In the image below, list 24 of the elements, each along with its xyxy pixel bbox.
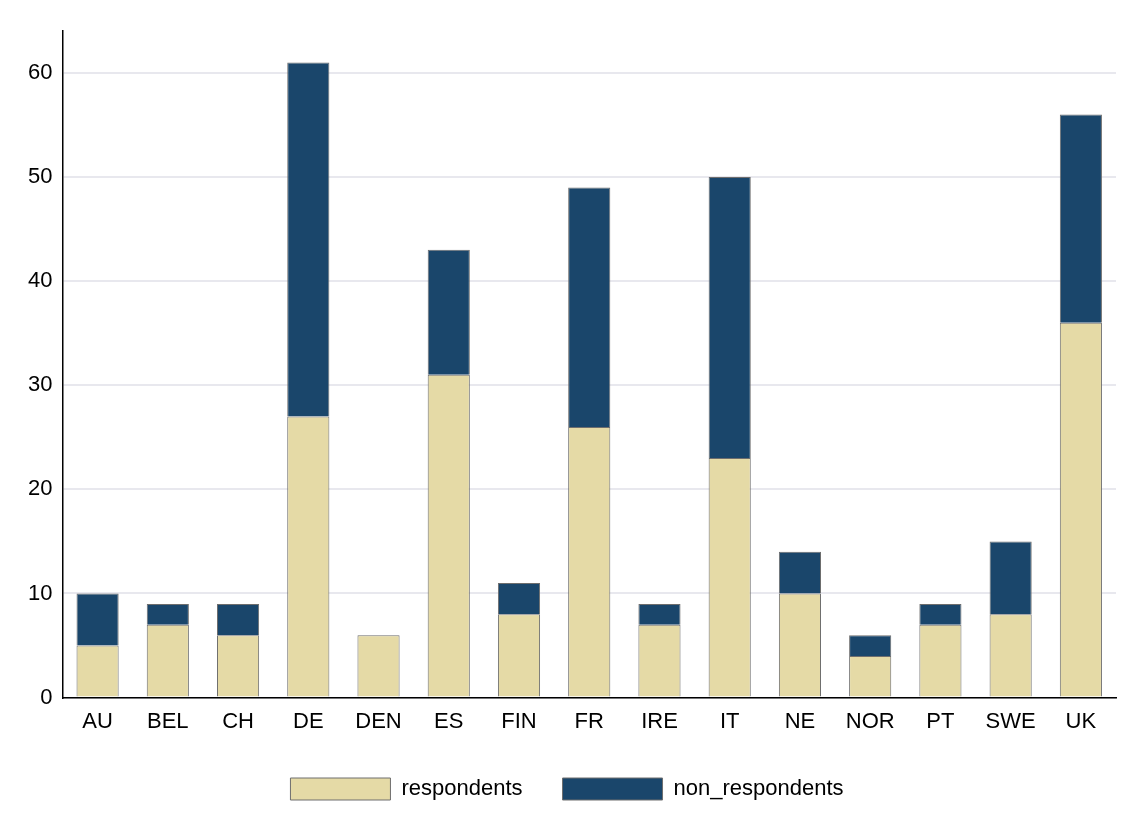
y-tick-label: 60 bbox=[27, 58, 53, 84]
y-tick-label: 40 bbox=[27, 267, 53, 293]
x-tick-label: FIN bbox=[501, 707, 537, 733]
x-tick-label: BEL bbox=[147, 707, 189, 733]
x-tick-label: IT bbox=[719, 707, 740, 733]
x-tick-label: NOR bbox=[845, 707, 895, 733]
x-tick-label: UK bbox=[1065, 707, 1097, 733]
y-tick-label: 20 bbox=[27, 475, 53, 501]
x-tick-label: AU bbox=[82, 707, 113, 733]
legend-label: non_respondents bbox=[673, 775, 844, 801]
x-tick-label: IRE bbox=[641, 707, 678, 733]
x-tick-label: CH bbox=[222, 707, 254, 733]
legend-label: respondents bbox=[401, 775, 523, 801]
x-tick-label: PT bbox=[926, 707, 955, 733]
x-tick-label: FR bbox=[574, 707, 604, 733]
y-tick-label: 30 bbox=[27, 371, 53, 397]
x-tick-label: DEN bbox=[355, 707, 402, 733]
y-tick-label: 0 bbox=[40, 683, 53, 709]
y-tick-label: 50 bbox=[27, 163, 53, 189]
x-tick-label: DE bbox=[293, 707, 324, 733]
x-tick-label: ES bbox=[434, 707, 464, 733]
y-tick-label: 10 bbox=[27, 579, 53, 605]
x-tick-label: NE bbox=[784, 707, 816, 733]
x-tick-label: SWE bbox=[985, 707, 1036, 733]
